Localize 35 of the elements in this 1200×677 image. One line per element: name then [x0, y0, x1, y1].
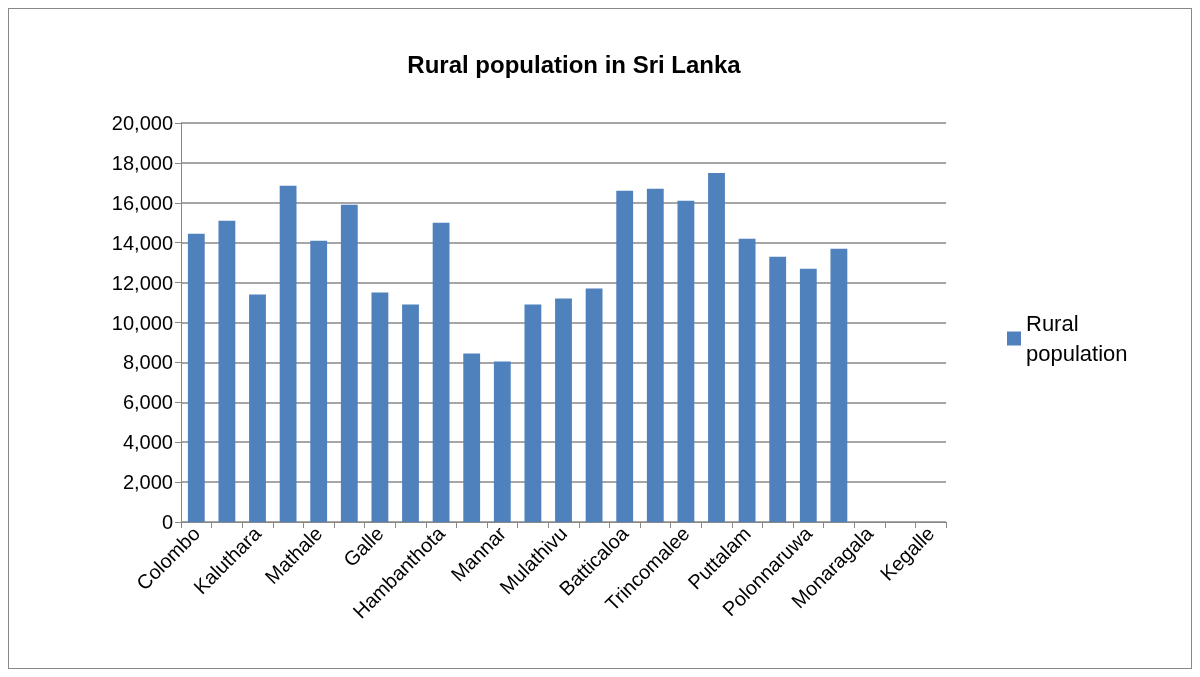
y-tick-label: 10,000 — [111, 311, 173, 334]
bar — [402, 304, 419, 522]
bar — [830, 248, 848, 522]
y-tick-label: 6,000 — [122, 391, 173, 414]
bar — [677, 200, 695, 522]
bar — [249, 294, 266, 522]
legend-label: Rural population — [1026, 311, 1128, 366]
bar — [371, 292, 389, 522]
bar — [432, 222, 450, 522]
y-tick-label: 4,000 — [122, 431, 173, 454]
chart-title: Rural population in Sri Lanka — [407, 50, 742, 78]
y-tick-label: 16,000 — [111, 191, 173, 214]
y-tick-label: 0 — [161, 511, 173, 533]
bar — [524, 304, 542, 522]
bar — [493, 361, 511, 522]
bar — [585, 288, 603, 522]
bar — [708, 172, 725, 522]
y-tick-label: 20,000 — [111, 112, 173, 134]
bar — [738, 238, 756, 522]
bar — [340, 204, 358, 522]
bar — [646, 188, 664, 522]
y-tick-label: 14,000 — [111, 231, 173, 254]
bar — [187, 233, 205, 522]
y-tick-label: 8,000 — [122, 351, 173, 374]
bar — [769, 256, 787, 522]
bar — [310, 240, 328, 522]
bar — [218, 220, 236, 522]
bar — [799, 268, 817, 522]
bar — [616, 190, 634, 522]
y-tick-label: 18,000 — [111, 151, 173, 174]
bar — [555, 298, 572, 522]
y-tick-label: 12,000 — [111, 271, 173, 294]
bar — [463, 353, 481, 522]
y-tick-label: 2,000 — [122, 471, 173, 494]
bar — [279, 185, 297, 522]
